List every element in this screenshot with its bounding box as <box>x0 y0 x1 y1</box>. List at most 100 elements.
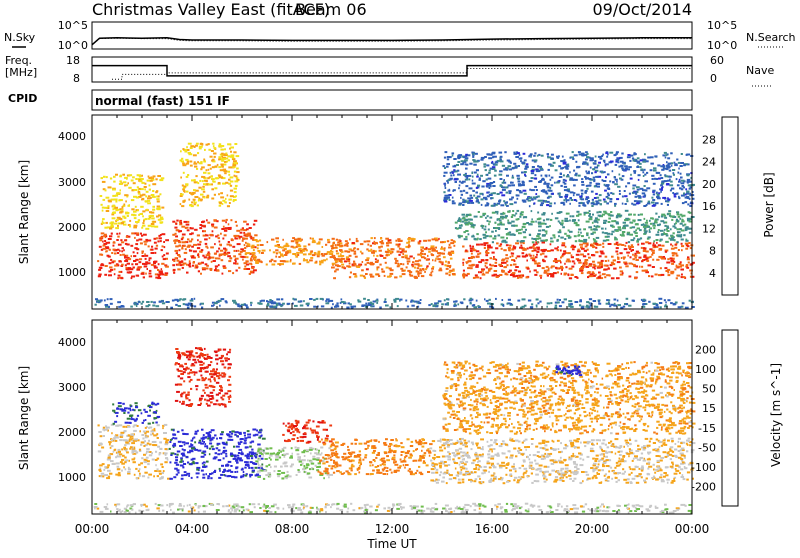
heatmap-cell <box>368 304 372 306</box>
heatmap-cell <box>173 260 175 262</box>
heatmap-cell <box>220 192 223 194</box>
heatmap-cell <box>632 187 635 189</box>
heatmap-cell <box>669 237 671 239</box>
heatmap-cell <box>114 223 117 225</box>
heatmap-cell <box>121 209 123 211</box>
heatmap-cell <box>614 183 618 185</box>
heatmap-cell <box>418 271 420 273</box>
heatmap-cell <box>98 275 101 277</box>
heatmap-cell <box>488 223 490 225</box>
heatmap-cell <box>114 268 116 270</box>
heatmap-cell <box>485 251 488 253</box>
heatmap-cell <box>180 177 182 179</box>
heatmap-cell <box>123 447 126 449</box>
heatmap-cell <box>387 249 389 251</box>
heatmap-cell <box>526 216 528 218</box>
heatmap-cell <box>426 247 428 249</box>
heatmap-cell <box>326 258 328 260</box>
heatmap-cell <box>131 263 133 265</box>
heatmap-cell <box>543 183 547 185</box>
heatmap-cell <box>568 303 570 305</box>
heatmap-cell <box>552 234 555 236</box>
heatmap-cell <box>633 300 635 302</box>
heatmap-cell <box>98 469 101 471</box>
heatmap-cell <box>474 216 478 218</box>
heatmap-cell <box>173 434 177 436</box>
heatmap-cell <box>494 203 496 205</box>
heatmap-cell <box>181 474 183 476</box>
heatmap-cell <box>353 273 357 275</box>
heatmap-cell <box>135 221 139 223</box>
heatmap-cell <box>594 225 596 227</box>
heatmap-cell <box>532 166 535 168</box>
heatmap-cell <box>190 165 193 167</box>
heatmap-cell <box>529 234 531 236</box>
heatmap-cell <box>226 353 228 355</box>
heatmap-cell <box>662 197 666 199</box>
heatmap-cell <box>161 249 163 251</box>
noise-tick-left-bottom: 10^0 <box>58 39 88 52</box>
heatmap-cell <box>675 302 678 304</box>
heatmap-cell <box>493 256 495 258</box>
heatmap-cell <box>244 268 247 270</box>
heatmap-cell <box>187 174 189 176</box>
heatmap-cell <box>133 260 136 262</box>
heatmap-cell <box>514 202 517 204</box>
heatmap-cell <box>608 218 611 220</box>
heatmap-cell <box>108 455 111 457</box>
heatmap-cell <box>431 253 433 255</box>
heatmap-cell <box>335 244 337 246</box>
heatmap-cell <box>235 260 237 262</box>
heatmap-cell <box>671 165 673 167</box>
heatmap-cell <box>106 176 108 178</box>
heatmap-cell <box>420 299 422 301</box>
heatmap-cell <box>245 464 248 466</box>
heatmap-cell <box>356 238 358 240</box>
heatmap-cell <box>561 244 565 246</box>
heatmap-cell <box>662 186 664 188</box>
heatmap-cell <box>457 174 461 176</box>
heatmap-cell <box>102 181 106 183</box>
heatmap-cell <box>674 196 677 198</box>
heatmap-cell <box>157 458 160 460</box>
heatmap-cell <box>160 234 162 236</box>
heatmap-cell <box>205 268 209 270</box>
heatmap-cell <box>325 302 329 304</box>
heatmap-cell <box>515 257 517 259</box>
heatmap-cell <box>462 246 464 248</box>
heatmap-cell <box>505 187 508 189</box>
heatmap-cell <box>146 448 150 450</box>
heatmap-cell <box>599 158 602 160</box>
heatmap-cell <box>177 268 180 270</box>
heatmap-cell <box>582 204 585 206</box>
heatmap-cell <box>161 268 163 270</box>
heatmap-cell <box>498 234 501 236</box>
heatmap-cell <box>676 277 678 279</box>
heatmap-cell <box>462 201 465 203</box>
heatmap-cell <box>450 172 452 174</box>
heatmap-cell <box>384 275 386 277</box>
heatmap-cell <box>554 248 558 250</box>
heatmap-cell <box>542 259 544 261</box>
heatmap-cell <box>630 256 632 258</box>
heatmap-cell <box>671 263 674 265</box>
heatmap-cell <box>556 182 560 184</box>
heatmap-cell <box>594 185 596 187</box>
heatmap-cell <box>443 191 445 193</box>
heatmap-cell <box>607 193 609 195</box>
heatmap-cell <box>660 230 664 232</box>
heatmap-cell <box>230 185 232 187</box>
heatmap-cell <box>513 163 516 165</box>
heatmap-cell <box>205 243 208 245</box>
heatmap-cell <box>296 246 298 248</box>
heatmap-cell <box>476 199 479 201</box>
heatmap-cell <box>250 302 253 304</box>
heatmap-cell <box>502 299 504 301</box>
heatmap-cell <box>418 302 421 304</box>
heatmap-cell <box>113 211 116 213</box>
heatmap-cell <box>111 233 113 235</box>
heatmap-cell <box>134 217 137 219</box>
heatmap-cell <box>224 443 226 445</box>
heatmap-cell <box>591 205 593 207</box>
heatmap-cell <box>608 221 611 223</box>
